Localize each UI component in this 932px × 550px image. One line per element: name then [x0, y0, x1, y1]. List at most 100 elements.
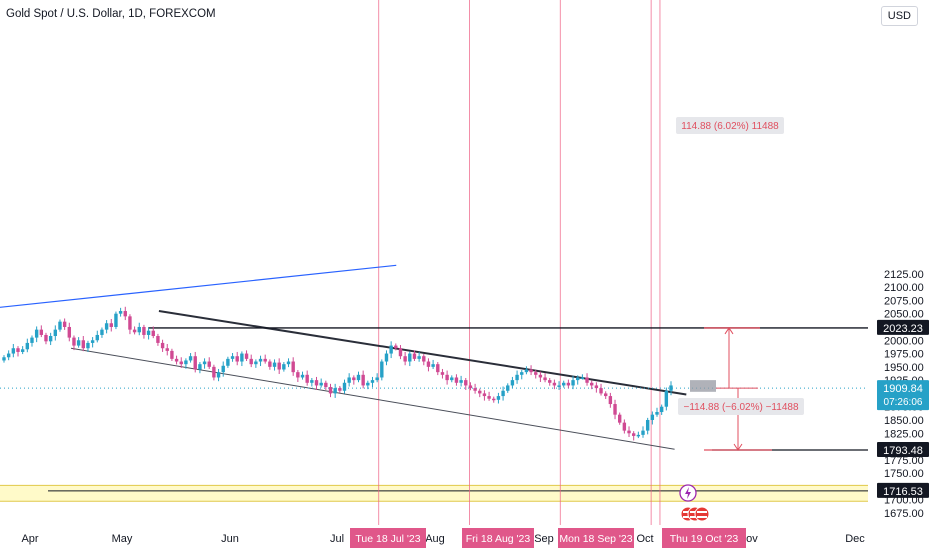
candle — [543, 373, 547, 383]
candle-body — [165, 348, 169, 351]
candle-body — [459, 380, 463, 383]
candle — [165, 343, 169, 356]
candle — [319, 378, 323, 388]
candle — [669, 381, 673, 396]
x-tick-label: Oct — [636, 533, 653, 545]
candle — [328, 383, 333, 398]
candle — [174, 355, 179, 365]
candle — [613, 399, 617, 420]
candle-body — [622, 422, 627, 431]
candle-body — [296, 372, 300, 378]
candle-body — [580, 377, 585, 379]
candle — [422, 354, 426, 366]
candle-body — [174, 358, 179, 362]
candle-body — [310, 380, 314, 383]
candle — [538, 371, 543, 382]
candle — [272, 359, 277, 371]
candle-body — [445, 374, 449, 381]
candle — [492, 396, 496, 403]
candle-body — [324, 382, 328, 388]
current-price-tag: 1909.84 — [883, 383, 923, 395]
candle-body — [86, 342, 90, 349]
candle-body — [48, 336, 53, 342]
candle — [524, 366, 529, 375]
candle — [562, 380, 566, 388]
candle-body — [230, 356, 235, 359]
flag-event-icon — [694, 506, 710, 522]
candle — [277, 358, 281, 375]
candle — [342, 379, 347, 394]
candle-body — [314, 380, 319, 386]
candle — [20, 346, 25, 355]
candle-body — [34, 329, 39, 338]
measure-anchor-box — [690, 380, 716, 392]
candle-body — [636, 434, 641, 437]
candle — [244, 350, 249, 361]
candle-body — [170, 350, 174, 359]
candle-body — [440, 372, 445, 375]
support-price-tag: 1716.53 — [883, 486, 923, 498]
candle-body — [44, 334, 48, 342]
flag-stripe — [690, 516, 700, 518]
candle — [352, 375, 356, 385]
candle — [314, 376, 319, 390]
candle-body — [240, 353, 244, 362]
candle-body — [90, 340, 95, 343]
candle — [534, 370, 538, 379]
candle-body — [25, 342, 30, 350]
candle-body — [543, 377, 547, 381]
candle — [398, 345, 403, 360]
candle-body — [109, 323, 113, 327]
candle-body — [576, 377, 580, 381]
candle — [16, 346, 20, 357]
candle-body — [62, 321, 67, 327]
candle — [548, 377, 552, 386]
candle-body — [216, 372, 221, 378]
date-label: Thu 19 Oct '23 — [670, 533, 739, 545]
candle-body — [272, 362, 277, 367]
candle-body — [356, 374, 361, 381]
candle-body — [291, 361, 295, 373]
candle-body — [286, 361, 291, 365]
candle-body — [6, 353, 11, 358]
candle — [338, 385, 342, 393]
candle-body — [473, 388, 477, 391]
candle-body — [398, 348, 403, 357]
candle-body — [669, 385, 673, 391]
candle-body — [268, 361, 272, 367]
support-zone — [0, 485, 868, 502]
candle-body — [450, 377, 454, 381]
candle-body — [100, 329, 104, 335]
candle — [496, 392, 501, 404]
candle — [641, 426, 645, 438]
candle-body — [128, 316, 132, 330]
flag-stripe — [697, 511, 707, 513]
candle — [454, 374, 459, 386]
date-label-bg — [462, 528, 534, 548]
candle — [90, 337, 95, 348]
candle — [608, 392, 613, 408]
candle-body — [417, 356, 421, 359]
candle-body — [375, 377, 379, 381]
candle-body — [566, 382, 571, 386]
candle — [34, 326, 39, 343]
currency-selector[interactable]: USD — [880, 6, 918, 26]
candle — [482, 390, 487, 401]
candle-body — [352, 377, 356, 381]
date-label: Tue 18 Jul '23 — [355, 533, 420, 545]
candle-body — [212, 366, 216, 378]
y-tick-label: 1775.00 — [884, 455, 924, 467]
candle-body — [478, 390, 482, 394]
candle-body — [221, 365, 225, 373]
candle — [394, 343, 398, 351]
candle-body — [226, 358, 230, 366]
candle-body — [520, 372, 524, 375]
candle — [291, 357, 295, 376]
candle-body — [188, 356, 193, 361]
candle-body — [408, 353, 412, 362]
lower-price-tag: 1793.48 — [883, 445, 923, 457]
candle — [594, 382, 599, 393]
candle — [44, 332, 48, 345]
candle — [188, 353, 193, 363]
